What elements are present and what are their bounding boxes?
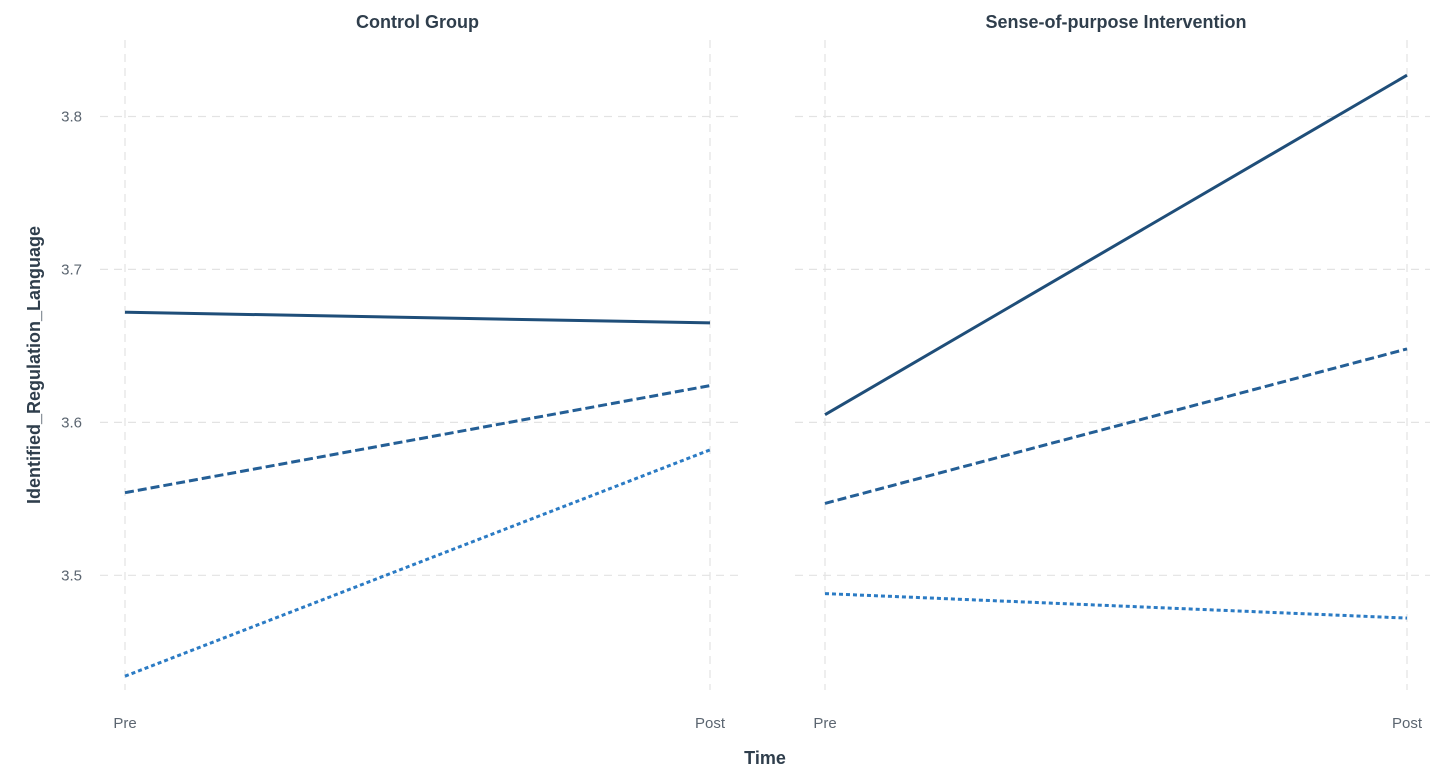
- series-line-dashed-intervention: [824, 347, 1408, 505]
- series-layer: [124, 73, 1408, 678]
- x-tick-label: Pre: [113, 715, 136, 732]
- panel-title: Control Group: [356, 12, 479, 32]
- y-tick-label: 3.8: [61, 108, 82, 125]
- y-tick-label: 3.5: [61, 567, 82, 584]
- x-axis-title: Time: [744, 748, 786, 767]
- series-line-dotted-control: [124, 448, 711, 678]
- x-tick-label: Pre: [813, 715, 836, 732]
- x-tick-label: Post: [695, 715, 726, 732]
- text-layer: Control Group Pre Post 3.5 3.6 3.7 3.8 Sense-of…: [24, 12, 1423, 767]
- y-tick-label: 3.7: [61, 261, 82, 278]
- series-line-dashed-control: [124, 384, 711, 495]
- y-tick-label: 3.6: [61, 414, 82, 431]
- grid-layer: [100, 40, 1430, 690]
- series-line-solid-intervention: [824, 73, 1408, 416]
- y-axis-title: Identified_Regulation_Language: [24, 226, 44, 504]
- series-line-dotted-intervention: [824, 592, 1408, 620]
- panel-title: Sense-of-purpose Intervention: [985, 12, 1246, 32]
- series-line-solid-control: [124, 310, 711, 325]
- x-tick-label: Post: [1392, 715, 1423, 732]
